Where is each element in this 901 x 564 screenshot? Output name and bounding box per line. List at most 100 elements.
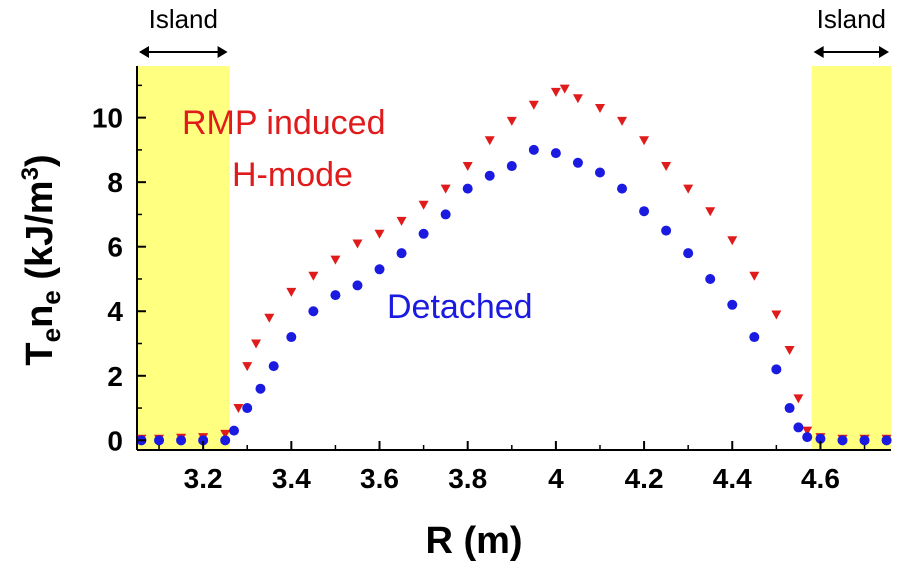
data-point-circle [528, 144, 539, 155]
annotation-rmp-line2: H-mode [232, 156, 353, 194]
data-point-circle [802, 432, 813, 443]
x-tick-label: 4 [548, 463, 564, 494]
island-region [137, 66, 230, 450]
data-point-triangle [528, 100, 539, 110]
data-point-triangle [559, 84, 570, 94]
data-point-circle [683, 248, 694, 259]
data-point-circle [374, 264, 385, 275]
x-tick-label: 4.6 [801, 463, 840, 494]
data-point-circle [617, 183, 628, 194]
y-tick-label: 0 [107, 425, 123, 456]
annotation-detached: Detached [387, 288, 533, 326]
x-tick-label: 4.2 [625, 463, 664, 494]
data-point-triangle [661, 162, 672, 172]
data-point-circle [881, 435, 892, 446]
series-detached [136, 144, 892, 446]
data-point-circle [229, 425, 240, 436]
data-point-triangle [594, 103, 605, 113]
data-point-circle [352, 280, 363, 291]
data-point-triangle [352, 239, 363, 249]
island-region [811, 66, 891, 450]
data-point-circle [255, 383, 266, 394]
data-point-circle [198, 435, 209, 446]
data-point-triangle [683, 184, 694, 194]
data-points [136, 84, 892, 446]
data-point-circle [572, 157, 583, 168]
y-tick-label: 6 [107, 232, 123, 263]
data-point-triangle [572, 94, 583, 104]
data-point-triangle [639, 136, 650, 146]
x-tick-label: 4.4 [713, 463, 752, 494]
data-point-circle [418, 228, 429, 239]
data-point-triangle [727, 236, 738, 246]
data-point-triangle [330, 255, 341, 265]
data-point-triangle [802, 426, 813, 436]
data-point-circle [220, 435, 231, 446]
arrow-head-left-icon [813, 46, 824, 58]
x-tick-label: 3.4 [272, 463, 311, 494]
data-point-triangle [749, 271, 760, 281]
data-point-circle [784, 403, 795, 414]
data-point-triangle [705, 207, 716, 217]
data-point-circle [506, 161, 517, 172]
data-point-triangle [374, 229, 385, 239]
data-point-circle [749, 332, 760, 343]
data-point-circle [286, 332, 297, 343]
data-point-triangle [506, 116, 517, 126]
data-point-circle [440, 209, 451, 220]
data-point-triangle [418, 200, 429, 210]
island-regions: Island Island [137, 4, 891, 450]
data-point-circle [727, 299, 738, 310]
data-point-circle [793, 422, 804, 433]
axes: 3.2 3.4 3.6 3.8 4 4.2 4.4 4.6 0 2 4 6 8 10 [92, 66, 891, 494]
data-point-triangle [396, 216, 407, 226]
x-tick-label: 3.6 [360, 463, 399, 494]
data-point-triangle [233, 404, 244, 414]
data-point-circle [154, 435, 165, 446]
y-tick-label: 2 [107, 361, 123, 392]
data-point-triangle [220, 429, 231, 439]
data-point-circle [330, 290, 341, 301]
island-label: Island [149, 4, 218, 34]
x-axis-title: R (m) [425, 520, 522, 562]
y-tick-label: 10 [92, 103, 123, 134]
data-point-triangle [264, 313, 275, 323]
island-label: Island [817, 4, 886, 34]
data-point-triangle [440, 184, 451, 194]
data-point-circle [550, 148, 561, 159]
data-point-circle [771, 364, 782, 375]
data-point-triangle [784, 345, 795, 355]
y-tick-label: 8 [107, 167, 123, 198]
data-point-triangle [550, 87, 561, 97]
data-point-triangle [462, 162, 473, 172]
data-point-circle [705, 273, 716, 284]
arrow-head-left-icon [139, 46, 149, 58]
data-point-circle [308, 306, 319, 317]
x-tick-label: 3.2 [184, 463, 223, 494]
data-point-circle [242, 403, 253, 414]
data-point-triangle [771, 310, 782, 320]
data-point-circle [815, 433, 826, 444]
data-point-circle [859, 435, 870, 446]
data-point-circle [484, 170, 495, 181]
data-point-circle [661, 225, 672, 236]
data-point-triangle [286, 287, 297, 297]
arrow-head-right-icon [879, 46, 889, 58]
data-point-circle [268, 361, 279, 372]
data-point-circle [462, 183, 473, 194]
data-point-triangle [617, 116, 628, 126]
data-point-circle [639, 206, 650, 217]
y-tick-label: 4 [107, 296, 123, 327]
data-point-circle [396, 248, 407, 259]
data-point-circle [837, 435, 848, 446]
x-tick-label: 3.8 [448, 463, 487, 494]
data-point-circle [176, 435, 187, 446]
data-point-triangle [308, 271, 319, 281]
data-point-circle [594, 167, 605, 178]
data-point-triangle [793, 394, 804, 404]
data-point-triangle [242, 362, 253, 372]
arrow-head-right-icon [217, 46, 228, 58]
data-point-triangle [251, 339, 262, 349]
data-point-triangle [484, 136, 495, 146]
